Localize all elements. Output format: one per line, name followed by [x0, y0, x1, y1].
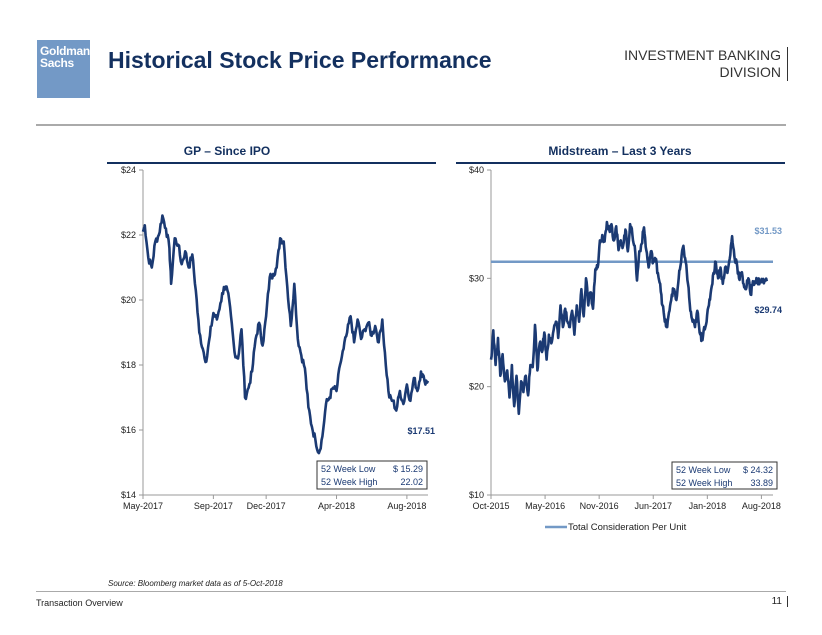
- midstream-axes: $10 $20 $30 $40 Oct-2015 May-2016 Nov-2016 Jun-…: [469, 165, 781, 511]
- midstream-y-tick-label: $40: [469, 165, 484, 175]
- midstream-y-tick-label: $20: [469, 382, 484, 392]
- header-divider: [36, 124, 786, 126]
- page-number: 11: [772, 596, 788, 607]
- gp-y-tick-label: $18: [121, 360, 136, 370]
- gp-x-tick-label: Sep-2017: [194, 501, 233, 511]
- gp-series-group: [141, 214, 430, 455]
- gp-52-week-box-frame: [316, 460, 428, 490]
- midstream-x-tick-label: Aug-2018: [742, 501, 781, 511]
- gp-price-line: [141, 214, 430, 455]
- gp-y-tick-label: $20: [121, 295, 136, 305]
- gp-x-tick-label: Dec-2017: [247, 501, 286, 511]
- logo-line-2: Sachs: [40, 56, 74, 70]
- gp-y-tick-label: $16: [121, 425, 136, 435]
- midstream-chart-title: Midstream – Last 3 Years: [548, 144, 692, 158]
- gp-x-tick-label: Apr-2018: [318, 501, 355, 511]
- midstream-52w-high-value: 33.89: [750, 478, 773, 488]
- gp-52w-high-value: 22.02: [400, 477, 423, 487]
- midstream-52w-low-value: $ 24.32: [743, 465, 773, 475]
- gp-52w-high-label: 52 Week High: [321, 477, 377, 487]
- midstream-x-tick-label: Jun-2017: [634, 501, 672, 511]
- midstream-52-week-box: 52 Week Low $ 24.32 52 Week High 33.89: [671, 461, 778, 490]
- page-title: Historical Stock Price Performance: [108, 47, 492, 73]
- midstream-52w-high-label: 52 Week High: [676, 478, 732, 488]
- midstream-x-tick-label: Jan-2018: [689, 501, 727, 511]
- midstream-price-line: [489, 220, 769, 416]
- midstream-last-price-label: $29.74: [754, 305, 782, 315]
- gp-y-tick-label: $24: [121, 165, 136, 175]
- reference-price-label: $31.53: [754, 226, 782, 236]
- gp-52w-low-value: $ 15.29: [393, 464, 423, 474]
- midstream-x-tick-label: Oct-2015: [472, 501, 509, 511]
- midstream-x-tick-label: May-2016: [525, 501, 565, 511]
- gp-axes: $14 $16 $18 $20 $22 $24 May-2017 Sep-2017 Dec-20…: [121, 165, 428, 511]
- logo-line-1: Goldman: [40, 44, 90, 58]
- goldman-sachs-logo: Goldman Sachs: [37, 40, 90, 98]
- midstream-legend: Total Consideration Per Unit: [545, 522, 687, 533]
- footer-section-name: Transaction Overview: [36, 598, 123, 608]
- midstream-y-tick-label: $30: [469, 273, 484, 283]
- midstream-x-tick-label: Nov-2016: [580, 501, 619, 511]
- footer-divider: [36, 591, 786, 592]
- gp-chart: GP – Since IPO $14 $16 $18 $20 $22 $24 May-201…: [107, 144, 436, 511]
- midstream-52w-low-label: 52 Week Low: [676, 465, 731, 475]
- midstream-series-group: [489, 220, 773, 416]
- source-note: Source: Bloomberg market data as of 5-Oc…: [108, 579, 283, 588]
- division-label: INVESTMENT BANKING DIVISION: [624, 47, 788, 81]
- gp-y-tick-label: $22: [121, 230, 136, 240]
- gp-last-price-label: $17.51: [407, 426, 435, 436]
- midstream-52-week-box-frame: [671, 461, 778, 490]
- gp-52-week-box: 52 Week Low $ 15.29 52 Week High 22.02: [316, 460, 428, 490]
- gp-chart-title: GP – Since IPO: [184, 144, 270, 158]
- gp-x-tick-label: May-2017: [123, 501, 163, 511]
- division-line-1: INVESTMENT BANKING: [624, 47, 781, 63]
- midstream-y-tick-label: $10: [469, 490, 484, 500]
- division-line-2: DIVISION: [719, 64, 781, 80]
- gp-52w-low-label: 52 Week Low: [321, 464, 376, 474]
- gp-y-tick-label: $14: [121, 490, 136, 500]
- legend-label-total-consideration: Total Consideration Per Unit: [568, 522, 687, 533]
- midstream-chart: Midstream – Last 3 Years $10 $20 $30 $40 Oct…: [456, 144, 785, 533]
- gp-x-tick-label: Aug-2018: [387, 501, 426, 511]
